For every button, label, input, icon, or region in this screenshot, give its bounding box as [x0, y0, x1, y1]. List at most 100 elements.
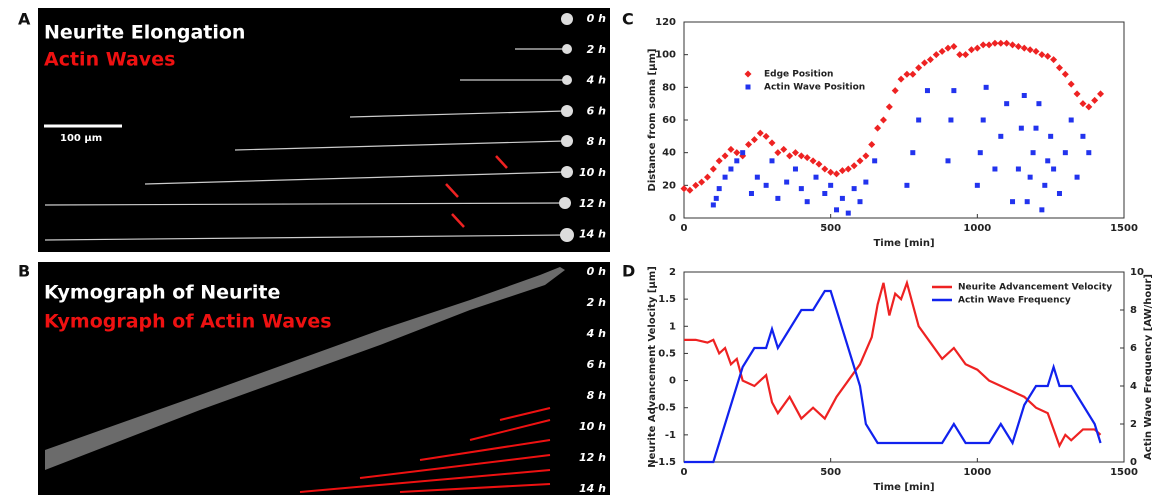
y-tick-label: -0.5: [654, 403, 676, 414]
time-label: 14 h: [579, 482, 606, 495]
y-tick-label: 0.5: [658, 348, 676, 359]
point: [821, 165, 829, 173]
micrograph: [38, 8, 610, 252]
point: [762, 132, 770, 140]
point: [1074, 174, 1080, 180]
plot-frame: [683, 21, 1125, 219]
legend-label: Neurite Advancement Velocity: [958, 283, 1112, 293]
point: [856, 157, 864, 165]
point: [1014, 43, 1022, 50]
point: [985, 41, 993, 49]
point: [998, 133, 1004, 139]
point: [1015, 166, 1021, 172]
panel-letter: A: [18, 10, 31, 29]
point: [784, 179, 790, 185]
y-tick-label: 40: [662, 148, 676, 159]
point: [1032, 47, 1040, 55]
panel-letter: B: [18, 262, 30, 281]
y-tick-label: 120: [655, 17, 676, 28]
point: [977, 150, 983, 156]
point: [1030, 150, 1036, 156]
y-tick-label: -1: [665, 430, 676, 441]
point: [791, 149, 799, 157]
point: [828, 182, 834, 188]
point: [728, 166, 734, 172]
point: [926, 56, 934, 64]
time-label: 8 h: [587, 389, 606, 402]
point: [983, 84, 989, 90]
point: [904, 182, 910, 188]
point: [1051, 166, 1057, 172]
time-label: 12 h: [579, 451, 606, 464]
point: [903, 70, 911, 78]
y-tick-label: 100: [655, 50, 676, 61]
legend-label: Actin Wave Position: [764, 83, 865, 93]
point: [1079, 100, 1087, 108]
kymograph: [38, 262, 610, 495]
point: [1042, 182, 1048, 188]
panel-letter: C: [622, 10, 634, 29]
time-label: 10 h: [579, 166, 606, 179]
point: [921, 59, 929, 67]
plot-frame: [683, 271, 1125, 463]
arrows: [445, 155, 508, 228]
time-label: 4 h: [586, 74, 606, 87]
point: [716, 186, 722, 192]
y2-axis-label: Actin Wave Frequency [AW/hour]: [1143, 274, 1152, 460]
point: [1050, 56, 1058, 64]
point: [973, 44, 981, 52]
y-tick-label: 1.5: [658, 294, 676, 305]
point: [879, 116, 887, 124]
point: [910, 150, 916, 156]
time-label: 10 h: [579, 420, 606, 433]
point: [750, 136, 758, 144]
point: [804, 199, 810, 205]
time-label: 0 h: [587, 265, 606, 278]
point: [834, 207, 840, 213]
point: [951, 88, 957, 94]
point: [863, 179, 869, 185]
point: [827, 168, 835, 176]
x-tick-label: 0: [681, 223, 688, 234]
point: [740, 150, 746, 156]
point: [862, 152, 870, 160]
point: [874, 124, 882, 132]
point: [1091, 96, 1099, 104]
wave-traces: [299, 407, 551, 493]
y-tick-label: -1.5: [654, 457, 676, 468]
point: [745, 141, 753, 148]
point: [1009, 41, 1017, 49]
point: [769, 158, 775, 164]
point: [979, 41, 987, 49]
point: [991, 39, 999, 47]
point: [1067, 80, 1075, 88]
legend-swatch: [744, 70, 752, 78]
point: [775, 195, 781, 201]
scale-label: 100 µm: [60, 133, 102, 144]
y2-tick-label: 8: [1130, 305, 1137, 316]
point: [1003, 39, 1011, 47]
point: [809, 157, 817, 165]
point: [1045, 158, 1051, 164]
point: [721, 152, 729, 160]
x-axis-label: Time [min]: [873, 482, 934, 493]
time-label: 8 h: [587, 135, 606, 148]
y2-tick-label: 2: [1130, 419, 1137, 430]
y-tick-label: 1: [669, 321, 676, 332]
point: [686, 186, 694, 194]
point: [857, 199, 863, 205]
time-labels: 0 h 2 h 4 h 6 h 8 h 10 h 12 h 14 h 0 h 2 h 4 h 6 h 8…: [579, 12, 606, 495]
point: [792, 166, 798, 172]
point: [944, 44, 952, 52]
y-tick-label: 80: [662, 82, 676, 93]
point: [1080, 133, 1086, 139]
point: [1062, 150, 1068, 156]
point: [763, 182, 769, 188]
point: [754, 174, 760, 180]
point: [703, 173, 711, 181]
point: [768, 139, 776, 147]
point: [733, 149, 741, 157]
y-tick-label: 0: [669, 213, 676, 224]
point: [1018, 125, 1024, 131]
x-tick-label: 1500: [1110, 467, 1138, 478]
